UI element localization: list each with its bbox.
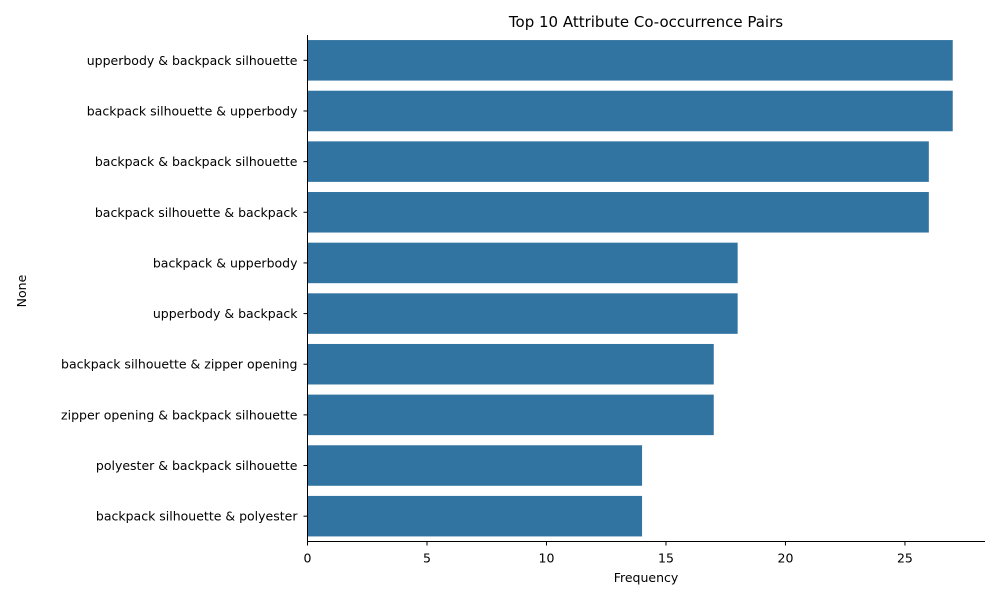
y-tick-label: backpack silhouette & zipper opening [61, 357, 297, 372]
y-tick-label: upperbody & backpack silhouette [87, 53, 298, 68]
y-axis-label: None [14, 274, 29, 307]
bar [307, 242, 738, 284]
y-tick-layer: upperbody & backpack silhouette backpack … [61, 53, 308, 524]
y-tick-label: backpack & upperbody [153, 255, 298, 270]
x-tick-label: 5 [423, 551, 431, 566]
x-tick-label: 20 [778, 551, 794, 566]
y-tick-label: backpack silhouette & backpack [95, 205, 298, 220]
x-tick-label: 25 [897, 551, 913, 566]
bar [307, 90, 953, 132]
bar [307, 192, 929, 233]
y-tick-label: zipper opening & backpack silhouette [61, 407, 298, 422]
bar [307, 141, 929, 182]
bars-layer [307, 40, 953, 537]
chart-title: Top 10 Attribute Co-occurrence Pairs [508, 13, 783, 31]
y-tick-label: upperbody & backpack [153, 306, 298, 321]
bar [307, 40, 953, 81]
bar [307, 293, 738, 334]
y-tick-label: backpack silhouette & polyester [96, 509, 298, 524]
y-tick-label: polyester & backpack silhouette [96, 458, 298, 473]
y-tick-label: backpack silhouette & upperbody [87, 103, 298, 118]
x-tick-label: 15 [658, 551, 674, 566]
bar [307, 343, 714, 385]
bar [307, 495, 643, 537]
x-axis-label: Frequency [614, 570, 679, 585]
x-tick-label: 0 [304, 551, 312, 566]
bar [307, 394, 714, 436]
x-tick-layer: 0 5 10 15 20 25 [304, 541, 913, 566]
bar [307, 445, 643, 486]
x-tick-label: 10 [539, 551, 555, 566]
y-tick-label: backpack & backpack silhouette [95, 154, 298, 169]
